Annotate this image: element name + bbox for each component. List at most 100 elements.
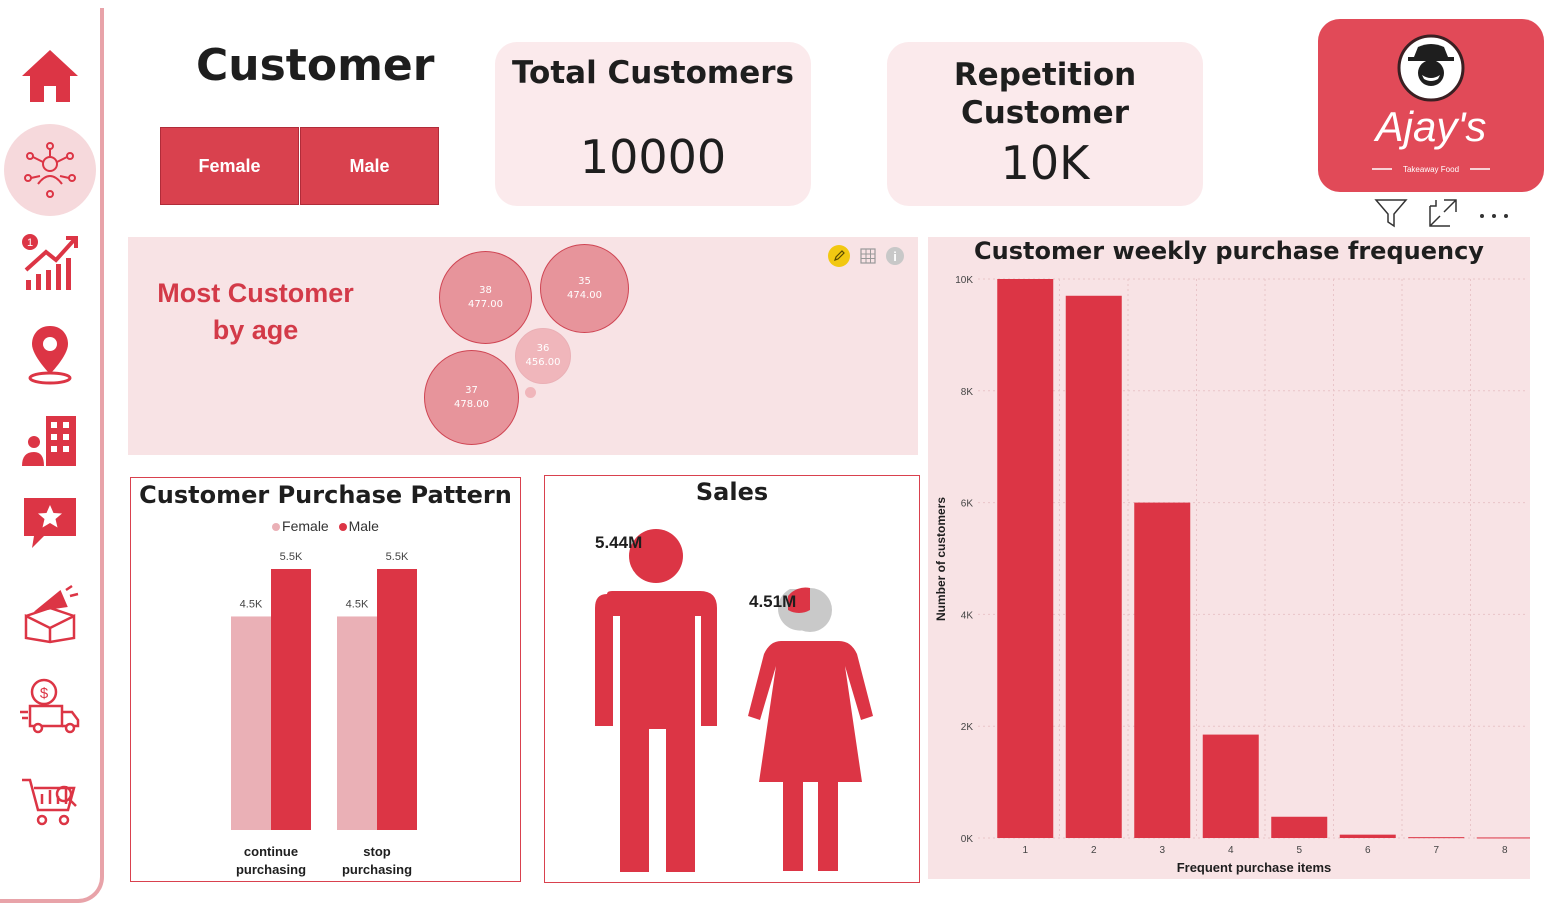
total-customers-card: Total Customers 10000 bbox=[495, 42, 811, 206]
freq-bar[interactable] bbox=[1134, 502, 1191, 838]
pattern-bar-label: 4.5K bbox=[346, 598, 369, 610]
bubble-value: 477.00 bbox=[468, 298, 503, 310]
pattern-category-label: stop bbox=[363, 844, 391, 859]
freq-bar[interactable] bbox=[1202, 734, 1259, 838]
legend-male-swatch bbox=[338, 522, 347, 531]
pattern-bar-label: 4.5K bbox=[240, 598, 263, 610]
visual-header-menu bbox=[1374, 198, 1510, 232]
pattern-category-label: purchasing bbox=[236, 862, 306, 877]
nav-marketing[interactable] bbox=[8, 570, 92, 654]
svg-text:$: $ bbox=[40, 685, 49, 702]
location-pin-icon bbox=[28, 326, 72, 385]
pattern-bar[interactable] bbox=[377, 569, 417, 830]
nav-customer[interactable] bbox=[4, 124, 96, 216]
freq-chart-title: Customer weekly purchase frequency bbox=[974, 237, 1484, 265]
nav-delivery[interactable]: $ bbox=[8, 662, 92, 746]
freq-xtick-label: 4 bbox=[1228, 845, 1234, 856]
age-bubble[interactable]: 36 456.00 bbox=[515, 328, 571, 384]
purchase-pattern-panel: Customer Purchase Pattern Female Male 4.… bbox=[130, 477, 521, 882]
svg-text:1: 1 bbox=[27, 237, 33, 249]
small-age-bubble[interactable] bbox=[525, 387, 536, 398]
nav-office[interactable] bbox=[8, 398, 92, 482]
age-bubble[interactable]: 38 477.00 bbox=[439, 251, 532, 344]
freq-xtick-label: 5 bbox=[1296, 845, 1302, 856]
slicer-female-button[interactable]: Female bbox=[160, 127, 299, 205]
freq-xtick-label: 1 bbox=[1022, 845, 1028, 856]
weekly-frequency-panel: Customer weekly purchase frequency 0K 2K 4… bbox=[928, 237, 1530, 879]
bubble-age: 35 bbox=[578, 275, 591, 287]
logo-brand-text: Ajay's bbox=[1373, 103, 1487, 150]
office-building-icon bbox=[22, 416, 76, 466]
customer-network-icon bbox=[24, 142, 76, 198]
freq-xtick-label: 7 bbox=[1433, 845, 1439, 856]
repetition-customer-card: Repetition Customer 10K bbox=[887, 42, 1203, 206]
star-review-icon bbox=[24, 498, 76, 548]
sidebar-nav: 1 bbox=[0, 8, 104, 903]
pattern-bar-label: 5.5K bbox=[280, 551, 303, 563]
freq-bar[interactable] bbox=[997, 279, 1054, 838]
pattern-category-label: continue bbox=[244, 844, 298, 859]
pattern-chart: 4.5K 5.5K continue purchasing 4.5K 5.5K stop pu… bbox=[231, 551, 417, 877]
pattern-bar[interactable] bbox=[231, 616, 271, 830]
card-title-line1: Repetition bbox=[953, 57, 1137, 93]
freq-xtick-label: 8 bbox=[1502, 845, 1508, 856]
age-title-line2: by age bbox=[212, 315, 299, 345]
card-value: 10K bbox=[1000, 136, 1090, 190]
age-bubble[interactable]: 37 478.00 bbox=[424, 350, 519, 445]
legend-female-swatch bbox=[272, 522, 281, 531]
freq-x-axis-label: Frequent purchase items bbox=[1177, 860, 1332, 875]
nav-shopping[interactable] bbox=[8, 756, 92, 840]
male-figure-icon[interactable] bbox=[595, 529, 717, 872]
freq-bar[interactable] bbox=[1339, 834, 1396, 838]
female-figure-icon[interactable] bbox=[748, 587, 873, 871]
bubble-value: 478.00 bbox=[454, 398, 489, 410]
more-options-icon[interactable] bbox=[1478, 206, 1510, 225]
legend-female-label: Female bbox=[282, 518, 329, 534]
pattern-category-label: purchasing bbox=[342, 862, 412, 877]
info-icon[interactable]: i bbox=[886, 247, 904, 269]
nav-location[interactable] bbox=[8, 312, 92, 396]
bubble-age: 37 bbox=[465, 384, 478, 396]
nav-reviews[interactable] bbox=[8, 482, 92, 566]
pattern-bar-label: 5.5K bbox=[386, 551, 409, 563]
slicer-male-button[interactable]: Male bbox=[300, 127, 439, 205]
freq-bar[interactable] bbox=[1271, 816, 1328, 838]
freq-bar[interactable] bbox=[1408, 837, 1465, 839]
age-panel-title: Most Customer by age bbox=[128, 275, 383, 349]
freq-ytick-label: 10K bbox=[955, 275, 973, 286]
filter-icon[interactable] bbox=[1374, 198, 1408, 232]
freq-ytick-label: 4K bbox=[961, 610, 974, 621]
male-sales-label: 5.44M bbox=[595, 533, 642, 552]
freq-xtick-label: 6 bbox=[1365, 845, 1371, 856]
pattern-legend: Female Male bbox=[131, 518, 520, 534]
freq-bar[interactable] bbox=[1476, 837, 1530, 839]
brand-logo: Ajay's Takeaway Food bbox=[1318, 19, 1544, 192]
pattern-bar[interactable] bbox=[271, 569, 311, 830]
marketing-megaphone-icon bbox=[24, 584, 79, 644]
sales-title: Sales bbox=[695, 478, 769, 506]
shopping-cart-icon bbox=[22, 778, 77, 826]
bubble-age: 36 bbox=[536, 343, 550, 354]
freq-xtick-label: 3 bbox=[1159, 845, 1165, 856]
freq-ytick-label: 8K bbox=[961, 387, 974, 398]
freq-chart: 0K 2K 4K 6K 8K 10K 1 2 3 4 5 6 7 8 Frequent purchase i… bbox=[934, 275, 1530, 875]
nav-home[interactable] bbox=[8, 34, 92, 118]
pattern-bar[interactable] bbox=[337, 616, 377, 830]
freq-y-axis-label: Number of customers bbox=[934, 497, 948, 621]
focus-mode-icon[interactable] bbox=[1428, 198, 1458, 232]
logo-tagline: Takeaway Food bbox=[1403, 165, 1459, 174]
age-bubble[interactable]: 35 474.00 bbox=[540, 244, 629, 333]
card-title: Total Customers bbox=[512, 55, 794, 91]
freq-ytick-label: 2K bbox=[961, 722, 974, 733]
svg-text:i: i bbox=[893, 249, 897, 264]
bubble-value: 474.00 bbox=[567, 289, 602, 301]
age-title-line1: Most Customer bbox=[157, 278, 354, 308]
freq-bar[interactable] bbox=[1065, 295, 1122, 838]
freq-ytick-label: 6K bbox=[961, 499, 974, 510]
card-value: 10000 bbox=[579, 130, 727, 184]
table-grid-icon[interactable] bbox=[860, 248, 876, 268]
age-bubble-panel: Most Customer by age 38 477.00 35 474.00… bbox=[128, 237, 918, 455]
nav-growth[interactable]: 1 bbox=[8, 220, 92, 304]
pattern-chart-title: Customer Purchase Pattern bbox=[139, 481, 512, 509]
edit-pencil-icon[interactable] bbox=[828, 245, 850, 271]
